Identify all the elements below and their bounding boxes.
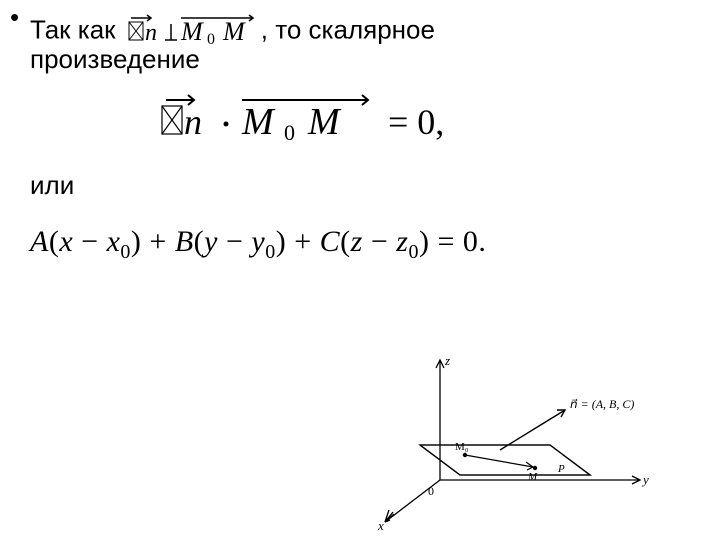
- eq-open2: (: [194, 225, 205, 258]
- axis-y-label: y: [641, 472, 649, 487]
- eq-plus2: +: [286, 225, 319, 258]
- normal-vector-label: n⃗ = (A, B, C): [570, 397, 634, 411]
- svg-text:= 0,: = 0,: [388, 102, 444, 142]
- text-product: произведение: [30, 44, 200, 74]
- svg-text:0: 0: [207, 31, 215, 46]
- line-or: или: [30, 170, 74, 201]
- svg-text:M: M: [222, 17, 246, 46]
- eq-x: x: [59, 225, 73, 258]
- origin-label: 0: [428, 484, 434, 498]
- bullet-marker: •: [10, 2, 19, 33]
- eq-close3: ): [419, 225, 430, 258]
- point-m-label: M: [527, 471, 538, 483]
- svg-text:M: M: [307, 101, 342, 143]
- axis-z-label: z: [444, 353, 450, 368]
- eq-open1: (: [49, 225, 60, 258]
- eq-z: z: [351, 225, 363, 258]
- eq-x0s: 0: [120, 241, 131, 263]
- axis-x-label: x: [377, 518, 384, 530]
- eq-close2: ): [276, 225, 287, 258]
- eq-y: y: [204, 225, 218, 258]
- n-glyph: n: [145, 20, 157, 46]
- point-m0-label: M₀: [455, 441, 469, 453]
- text-then-scalar: , то скалярное: [261, 14, 435, 44]
- slide: • Так как n M 0 M ,: [0, 0, 720, 540]
- eq-min2: −: [218, 225, 251, 258]
- eq-B: B: [175, 225, 194, 258]
- eq-C: C: [320, 225, 341, 258]
- eq-min3: −: [363, 225, 396, 258]
- svg-text:0: 0: [284, 120, 295, 145]
- expanded-equation: A(x − x0) + B(y − y0) + C(z − z0) = 0.: [30, 225, 486, 264]
- eq-y0s: 0: [265, 241, 276, 263]
- eq-x0: x: [107, 225, 121, 258]
- point-p-label: P: [557, 463, 565, 475]
- eq-open3: (: [340, 225, 351, 258]
- eq-z0s: 0: [408, 241, 419, 263]
- eq-z0: z: [396, 225, 408, 258]
- svg-text:M: M: [180, 17, 204, 46]
- eq-y0: y: [251, 225, 265, 258]
- svg-text:n: n: [184, 102, 202, 142]
- plane-diagram: z y x 0 M₀ M P: [360, 350, 660, 535]
- text-or: или: [30, 170, 74, 200]
- eq-A: A: [30, 225, 49, 258]
- eq-plus1: +: [141, 225, 174, 258]
- line-product: произведение: [30, 44, 200, 75]
- svg-text:M: M: [241, 101, 276, 143]
- eq-end: = 0.: [429, 225, 486, 258]
- big-dot-equation: n M 0 M = 0,: [160, 90, 540, 155]
- eq-min1: −: [73, 225, 106, 258]
- text-since: Так как: [30, 14, 116, 44]
- eq-close1: ): [131, 225, 142, 258]
